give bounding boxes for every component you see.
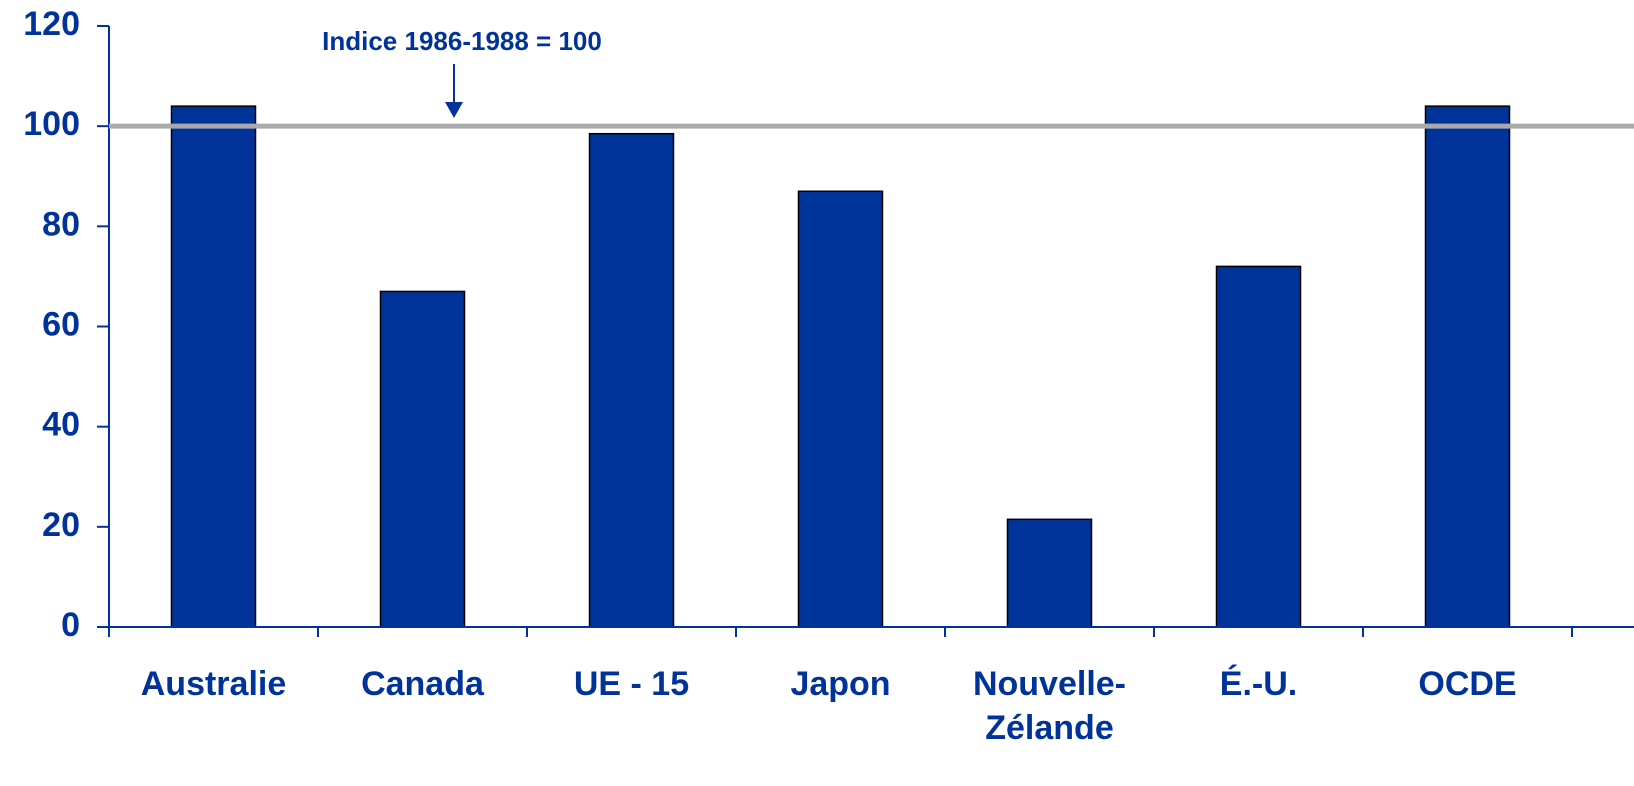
- annotation: Indice 1986-1988 = 100: [322, 26, 602, 56]
- y-tick-label: 80: [42, 205, 80, 243]
- bar: [1006, 518, 1093, 628]
- x-tick-label: É.-U.: [1219, 665, 1298, 703]
- y-tick-label: 0: [61, 606, 80, 644]
- x-tick-label: Nouvelle-Zélande: [972, 665, 1127, 747]
- x-tick-label: Australie: [140, 665, 287, 703]
- y-tick-label: 120: [23, 5, 80, 43]
- y-tick-label: 60: [42, 305, 80, 343]
- y-tick-label: 40: [42, 406, 80, 444]
- x-tick-label: OCDE: [1418, 665, 1517, 703]
- x-tick-label: UE - 15: [573, 665, 690, 703]
- x-tick-label: Japon: [790, 665, 891, 703]
- y-tick-label: 100: [23, 105, 80, 143]
- annotation-arrowhead: [445, 102, 463, 118]
- bar: [1215, 265, 1302, 628]
- bar: [379, 290, 466, 628]
- x-tick-label: Canada: [361, 665, 484, 703]
- bar: [797, 190, 884, 628]
- bar: [170, 105, 257, 628]
- y-tick-label: 20: [42, 506, 80, 544]
- bar: [1424, 105, 1511, 628]
- bar: [588, 132, 675, 628]
